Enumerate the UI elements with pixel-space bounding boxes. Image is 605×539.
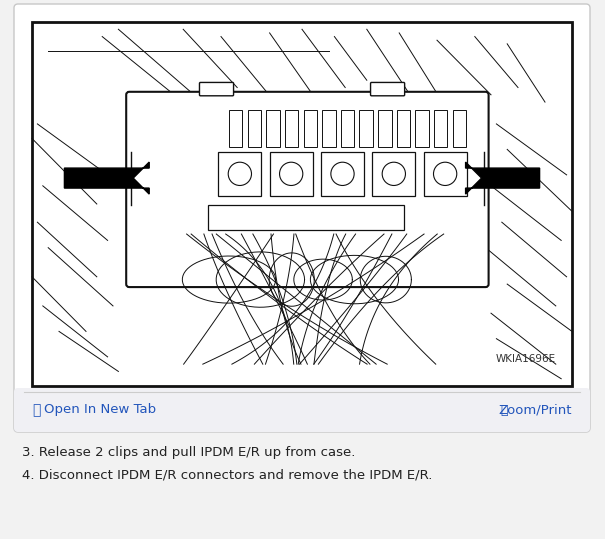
Bar [397, 110, 410, 147]
Text: 4. Disconnect IPDM E/R connectors and remove the IPDM E/R.: 4. Disconnect IPDM E/R connectors and re… [22, 468, 433, 481]
Bar [372, 151, 416, 196]
Bar [208, 205, 404, 230]
Text: 🔍: 🔍 [500, 404, 508, 417]
Bar [424, 151, 466, 196]
FancyBboxPatch shape [200, 82, 234, 96]
Text: Zoom/Print: Zoom/Print [499, 404, 572, 417]
Polygon shape [64, 162, 149, 194]
FancyBboxPatch shape [14, 4, 590, 432]
Circle shape [228, 162, 252, 185]
Text: 3. Release 2 clips and pull IPDM E/R up from case.: 3. Release 2 clips and pull IPDM E/R up … [22, 446, 355, 459]
Bar [266, 110, 280, 147]
Text: WKIA1696E: WKIA1696E [495, 354, 556, 364]
Circle shape [331, 162, 354, 185]
Bar [229, 110, 243, 147]
Bar [321, 151, 364, 196]
Bar [304, 110, 317, 147]
Bar [218, 151, 261, 196]
FancyBboxPatch shape [126, 92, 489, 287]
Bar [285, 110, 298, 147]
FancyBboxPatch shape [370, 82, 405, 96]
Bar [453, 110, 466, 147]
Polygon shape [466, 162, 540, 194]
Bar [359, 110, 373, 147]
Bar [341, 110, 355, 147]
Text: Open In New Tab: Open In New Tab [44, 404, 156, 417]
Bar [434, 110, 448, 147]
Bar [322, 110, 336, 147]
Circle shape [280, 162, 303, 185]
Circle shape [434, 162, 457, 185]
Bar [247, 110, 261, 147]
Text: ⧉: ⧉ [32, 403, 41, 417]
Circle shape [382, 162, 405, 185]
Bar [32, 22, 572, 386]
FancyBboxPatch shape [14, 388, 590, 432]
Bar [416, 110, 429, 147]
Bar [378, 110, 391, 147]
Bar [270, 151, 313, 196]
